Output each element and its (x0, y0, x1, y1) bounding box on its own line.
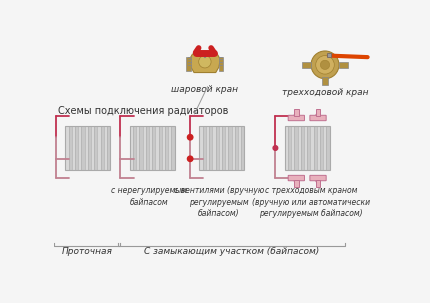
Bar (302, 62, 311, 68)
Bar (133, 126, 136, 170)
Bar (317, 126, 320, 170)
Bar (104, 126, 107, 170)
Bar (159, 126, 162, 170)
Bar (107, 126, 111, 170)
FancyBboxPatch shape (310, 115, 326, 121)
Bar (320, 126, 323, 170)
Circle shape (199, 56, 211, 68)
Bar (203, 126, 206, 170)
Text: трехходовой кран: трехходовой кран (282, 88, 368, 97)
FancyBboxPatch shape (288, 115, 304, 121)
Bar (149, 126, 152, 170)
Bar (307, 126, 310, 170)
Bar (94, 126, 98, 170)
Bar (322, 77, 328, 85)
Text: с вентилями (вручную
регулируемым
байпасом): с вентилями (вручную регулируемым байпас… (174, 186, 264, 218)
Bar (206, 126, 209, 170)
Bar (65, 126, 111, 170)
Bar (209, 126, 212, 170)
Bar (225, 126, 228, 170)
Bar (130, 126, 133, 170)
Bar (339, 62, 348, 68)
Bar (88, 126, 91, 170)
Bar (238, 126, 241, 170)
Bar (186, 57, 191, 71)
Bar (294, 180, 299, 187)
Bar (152, 126, 155, 170)
Text: с трехходовым краном
(вручную или автоматически
регулируемым байпасом): с трехходовым краном (вручную или автома… (252, 186, 370, 218)
Circle shape (273, 146, 278, 150)
Bar (65, 126, 69, 170)
Bar (142, 126, 146, 170)
Bar (294, 126, 298, 170)
Text: Схемы подключения радиаторов: Схемы подключения радиаторов (58, 106, 228, 116)
Bar (285, 126, 330, 170)
Text: с нерегулируемым
байпасом: с нерегулируемым байпасом (111, 186, 187, 207)
Bar (326, 126, 330, 170)
Bar (215, 126, 219, 170)
Bar (69, 126, 72, 170)
Bar (72, 126, 75, 170)
Bar (222, 126, 225, 170)
Bar (298, 126, 301, 170)
Bar (200, 126, 203, 170)
Circle shape (320, 60, 330, 69)
Polygon shape (189, 52, 220, 72)
Bar (172, 126, 175, 170)
Bar (288, 126, 291, 170)
Bar (232, 126, 235, 170)
Bar (212, 126, 215, 170)
Text: шаровой кран: шаровой кран (172, 85, 238, 94)
Bar (98, 126, 101, 170)
Bar (228, 126, 232, 170)
Bar (91, 126, 94, 170)
Circle shape (187, 135, 193, 140)
Bar (323, 126, 326, 170)
Bar (327, 53, 331, 57)
Text: С замыкающим участком (байпасом): С замыкающим участком (байпасом) (144, 247, 319, 256)
Text: Проточная: Проточная (61, 247, 112, 256)
Bar (101, 126, 104, 170)
Bar (291, 126, 294, 170)
Bar (285, 126, 288, 170)
Circle shape (311, 51, 339, 79)
Bar (168, 126, 172, 170)
Bar (219, 126, 222, 170)
FancyBboxPatch shape (310, 175, 326, 181)
Bar (85, 126, 88, 170)
Bar (294, 109, 299, 116)
Bar (316, 109, 320, 116)
Bar (130, 126, 175, 170)
Bar (162, 126, 165, 170)
Bar (146, 126, 149, 170)
Bar (310, 126, 313, 170)
Bar (301, 126, 304, 170)
Bar (241, 126, 244, 170)
Circle shape (316, 56, 334, 74)
Bar (75, 126, 78, 170)
Bar (304, 126, 307, 170)
Bar (313, 126, 317, 170)
Circle shape (187, 156, 193, 161)
Bar (235, 126, 238, 170)
Bar (219, 57, 224, 71)
Bar (155, 126, 159, 170)
Bar (81, 126, 85, 170)
Bar (200, 126, 244, 170)
Bar (165, 126, 168, 170)
Bar (136, 126, 139, 170)
Bar (78, 126, 81, 170)
Bar (316, 180, 320, 187)
FancyBboxPatch shape (288, 175, 304, 181)
Bar (139, 126, 142, 170)
